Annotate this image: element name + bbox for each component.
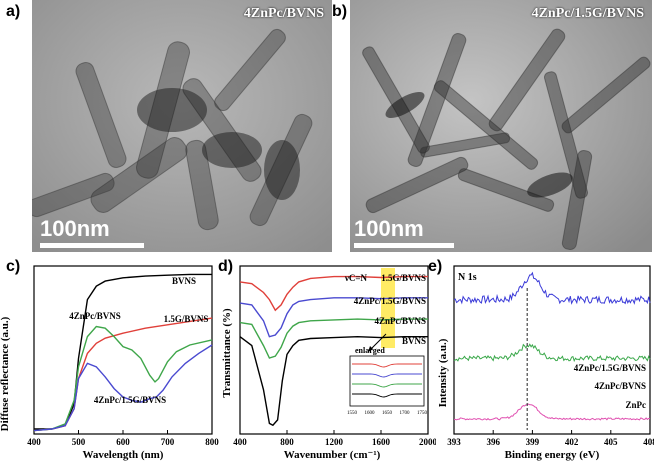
- c-label-1-5g-bvns: 1.5G/BVNS: [164, 314, 209, 324]
- c-ylabel: Diffuse reflectance (a.u.): [0, 316, 11, 431]
- e-xtick-label-2: 399: [526, 437, 540, 447]
- d-inset-series-0: [352, 363, 422, 368]
- d-xtick-label-0: 400: [233, 437, 247, 447]
- c-plot-frame: [33, 265, 213, 435]
- tem-image-b: 4ZnPc/1.5G/BVNS 100nm: [350, 0, 652, 252]
- panel-c-letter: c): [6, 258, 21, 275]
- d-series-1-line: [239, 297, 428, 338]
- d-series-3-line: [239, 335, 428, 427]
- scale-text-b: 100nm: [354, 216, 424, 241]
- c-label-4znpc-bvns: 4ZnPc/BVNS: [69, 311, 121, 321]
- scale-bar-b: [354, 243, 454, 248]
- panel-e-letter: e): [428, 258, 443, 275]
- e-series-2-line: [454, 403, 651, 421]
- d-inset-tick-label-1: 1600: [365, 411, 376, 416]
- d-label-1-5g-bvns: 1.5G/BVNS: [381, 273, 426, 283]
- e-xlabel: Binding energy (eV): [505, 449, 600, 461]
- e-plot-frame: [453, 265, 651, 435]
- e-series-1-line: [453, 343, 651, 363]
- d-inset-series-2: [352, 383, 422, 388]
- d-label-bvns: BVNS: [402, 336, 426, 346]
- scale-text-a: 100nm: [40, 216, 110, 241]
- panel-b-letter: b): [332, 3, 348, 20]
- c-xtick-label-3: 700: [161, 437, 175, 447]
- d-inset-series-3: [352, 393, 422, 398]
- d-annotation-vcn: νC=N: [344, 273, 368, 283]
- d-enlarge-arrowhead: [368, 346, 373, 352]
- d-inset-series-1: [352, 373, 422, 378]
- chart-c: Diffuse reflectance (a.u.) 400 500 600 700 8…: [0, 265, 219, 461]
- d-plot-frame: [239, 265, 429, 435]
- d-xtick-label-2: 1200: [325, 437, 344, 447]
- e-series-0-line: [453, 271, 651, 305]
- c-series-3-line: [33, 344, 213, 432]
- panel-d-letter: d): [218, 258, 234, 275]
- e-xtick-label-4: 405: [604, 437, 618, 447]
- e-xtick-label-0: 393: [447, 437, 461, 447]
- chart-d: Transmittance (%) 400 800 1200 1600 2000 νC=…: [221, 265, 436, 461]
- e-xtick-label-3: 402: [565, 437, 579, 447]
- chart-e: Intensity (a.u.) N 1s 393 396 399 402 405 408…: [437, 265, 654, 461]
- d-inset-tick-label-3: 1700: [400, 411, 411, 416]
- d-series-2-line: [239, 318, 428, 359]
- c-label-bvns: BVNS: [172, 276, 196, 286]
- d-xtick-label-3: 1600: [372, 437, 391, 447]
- d-inset-tick-label-2: 1650: [382, 411, 393, 416]
- d-xtick-label-4: 2000: [419, 437, 436, 447]
- e-xtick-label-1: 396: [486, 437, 500, 447]
- d-ylabel: Transmittance (%): [221, 308, 233, 398]
- c-xtick-label-4: 800: [205, 437, 219, 447]
- d-inset-tick-label-4: 1750: [417, 411, 428, 416]
- d-xtick-label-1: 800: [280, 437, 294, 447]
- d-inset-label: enlarged: [355, 346, 385, 355]
- e-ylabel: Intensity (a.u.): [437, 338, 449, 407]
- c-xtick-label-0: 400: [27, 437, 41, 447]
- c-xtick-label-2: 600: [116, 437, 130, 447]
- c-series-2-line: [33, 325, 213, 432]
- d-xlabel: Wavenumber (cm⁻¹): [284, 449, 381, 461]
- e-label-4znpc-1-5g-bvns: 4ZnPc/1.5G/BVNS: [574, 363, 646, 373]
- tem-label-b: 4ZnPc/1.5G/BVNS: [531, 6, 644, 21]
- c-xtick-label-1: 500: [72, 437, 86, 447]
- c-label-4znpc-1-5g-bvns: 4ZnPc/1.5G/BVNS: [94, 395, 166, 405]
- e-title: N 1s: [458, 272, 477, 283]
- e-label-znpc: ZnPc: [625, 400, 646, 410]
- d-label-4znpc-1-5g-bvns: 4ZnPc/1.5G/BVNS: [354, 296, 426, 306]
- tem-nanorods-image-b: [350, 0, 652, 252]
- e-xtick-label-5: 408: [643, 437, 654, 447]
- d-highlight-band: [381, 268, 395, 348]
- c-series-0-line: [34, 273, 212, 430]
- d-series-0-line: [239, 275, 428, 312]
- c-series-1-line: [33, 317, 213, 432]
- c-xlabel: Wavelength (nm): [83, 449, 164, 461]
- d-label-4znpc-bvns: 4ZnPc/BVNS: [374, 316, 426, 326]
- e-label-4znpc-bvns: 4ZnPc/BVNS: [594, 381, 646, 391]
- tem-label-a: 4ZnPc/BVNS: [243, 6, 324, 21]
- scale-bar-a: [40, 243, 144, 248]
- tem-nanosheets-image-a: [32, 0, 332, 252]
- panel-a-letter: a): [6, 3, 21, 20]
- d-inset-tick-label-0: 1550: [347, 411, 358, 416]
- tem-image-a: 4ZnPc/BVNS 100nm: [32, 0, 332, 252]
- d-inset-frame: [349, 355, 425, 407]
